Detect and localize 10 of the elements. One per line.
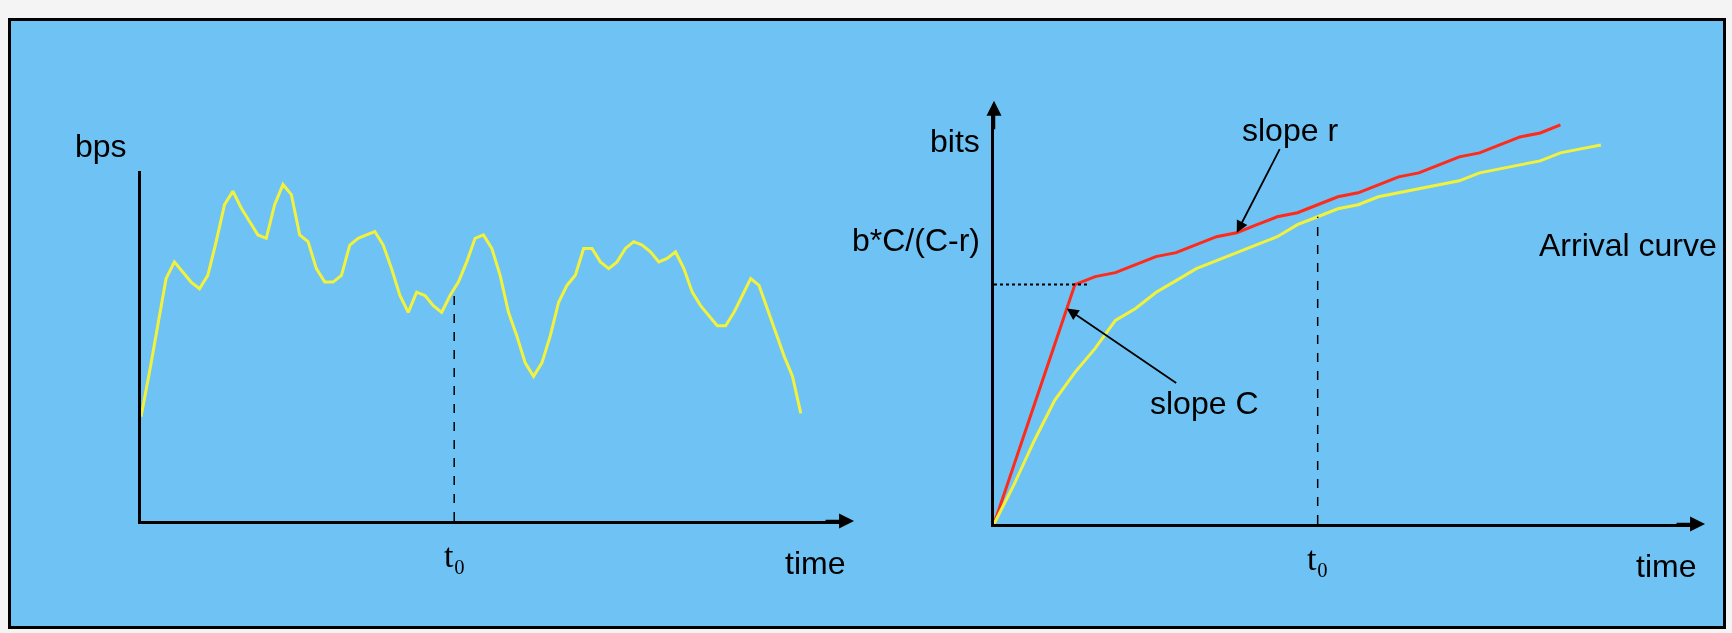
annotation: slope C [1150, 385, 1259, 421]
text: t₀ [444, 537, 466, 574]
y-axis-title: bps [75, 128, 127, 164]
y-axis-title: bits [930, 123, 980, 159]
x-axis-title: time [785, 545, 846, 581]
annotation: Arrival curve [1539, 227, 1717, 263]
ref-line-label: b*C/(C-r) [852, 222, 980, 258]
x-axis-title: time [1636, 548, 1697, 584]
text: t₀ [1307, 540, 1329, 577]
annotation: slope r [1242, 112, 1339, 148]
